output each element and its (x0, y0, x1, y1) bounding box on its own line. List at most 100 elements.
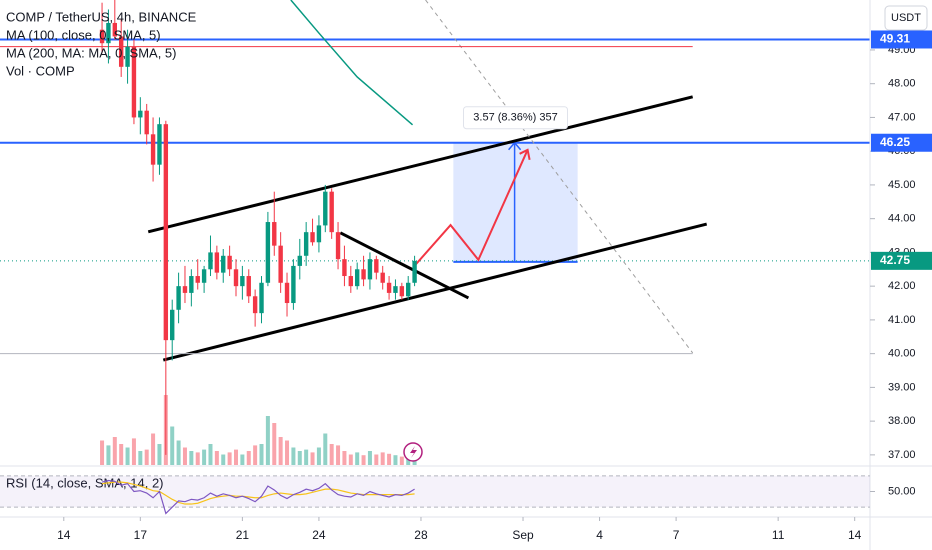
x-tick-label: 28 (414, 528, 428, 542)
price-tag-label: 49.31 (880, 32, 910, 46)
candle-body (214, 252, 220, 273)
volume-bar (157, 444, 162, 465)
candle-body (138, 110, 143, 118)
indicator-label: MA (200, MA: MA, 0, SMA, 5) (6, 45, 177, 60)
candle-body (227, 255, 232, 270)
candle-body (406, 282, 411, 297)
volume-bar (278, 437, 283, 465)
candle-body (329, 191, 334, 233)
volume-bar (387, 453, 392, 465)
y-tick-label: 47.00 (888, 111, 916, 123)
candle-body (361, 269, 366, 280)
candle-body (189, 276, 194, 293)
volume-bar (151, 433, 156, 465)
volume-bar (208, 444, 213, 465)
currency[interactable]: USDT (891, 12, 921, 24)
candle-body (157, 124, 162, 165)
x-tick-label: 7 (673, 528, 680, 542)
candle-body (310, 232, 315, 243)
measure-label-box (462, 106, 568, 130)
indicator-label: Vol · COMP (6, 63, 75, 78)
volume-bar (342, 451, 347, 465)
y-tick-label: 41.00 (888, 314, 916, 326)
x-tick-label: 24 (312, 528, 326, 542)
volume-bar (285, 440, 290, 465)
x-tick-label: 11 (772, 528, 785, 542)
volume-bar (221, 454, 226, 465)
price-tag-label: 42.75 (880, 253, 910, 267)
volume-bar (297, 451, 302, 465)
candle-body (112, 22, 118, 37)
volume-bar (380, 452, 385, 465)
candle-body (380, 272, 385, 283)
volume-bar (246, 451, 251, 465)
rsi-title: RSI (14, close, SMA, 14, 2) (6, 475, 164, 490)
volume-bar (176, 440, 181, 465)
volume-bar (144, 449, 149, 465)
y-tick-label: 48.00 (888, 78, 916, 90)
x-tick-label: 14 (848, 528, 862, 542)
currency-button[interactable] (884, 5, 928, 31)
ma-line (290, 0, 414, 126)
volume-bar (310, 452, 315, 465)
volume-bar (336, 445, 341, 465)
volume-bar (189, 451, 194, 465)
price-tag-label: 46.25 (880, 135, 910, 149)
rsi-band (0, 475, 870, 508)
volume-bar (125, 447, 130, 465)
rsi-ma-line (101, 481, 415, 505)
candle-body (367, 259, 373, 280)
volume-bar (100, 440, 105, 465)
y-tick-label: 45.00 (888, 179, 916, 191)
candle-body (246, 276, 251, 297)
candle-body (393, 286, 398, 293)
volume-bar (291, 447, 296, 465)
y-tick-label: 40.00 (888, 348, 916, 360)
candle-body (297, 255, 302, 266)
volume-bar (399, 456, 404, 465)
candle-body (259, 282, 264, 314)
volume-bar (138, 451, 143, 465)
volume-bar (316, 447, 321, 465)
volume-bar (227, 452, 232, 465)
volume-bar (329, 444, 334, 465)
candle-body (335, 232, 341, 260)
volume-bar (272, 423, 277, 465)
volume-bar (202, 449, 207, 465)
candle-body (399, 286, 405, 297)
candle-body (144, 110, 149, 135)
candle-body (99, 29, 105, 44)
candle-body (265, 222, 271, 283)
candle-body (342, 259, 347, 277)
rsi-line (101, 479, 415, 515)
trend-dashed (425, 0, 694, 354)
candle-body (278, 245, 283, 283)
x-tick-label: 14 (57, 528, 71, 542)
volume-bar (355, 452, 360, 465)
volume-bar (253, 445, 258, 465)
volume-bar (214, 451, 219, 465)
candle-body (221, 255, 226, 273)
candle-body (284, 282, 290, 304)
price-tag (871, 251, 932, 270)
volume-bar (106, 445, 111, 465)
volume-bar (195, 452, 200, 465)
candle-body (303, 232, 309, 256)
candle-body (354, 269, 360, 287)
candle-body (201, 269, 207, 283)
candle-body (118, 36, 124, 67)
candle-body (106, 22, 111, 44)
y-tick-label: 44.00 (888, 213, 916, 225)
measure-label: 3.57 (8.36%) 357 (473, 112, 557, 124)
candle-body (386, 282, 392, 293)
candle-body (163, 124, 169, 341)
y-tick-label: 37.00 (888, 449, 916, 461)
candle-body (170, 309, 175, 341)
x-tick-label: Sep (512, 528, 534, 542)
y-tick-label: 39.00 (888, 381, 916, 393)
volume-bar (240, 454, 245, 465)
volume-bar (374, 454, 379, 465)
candle-body (150, 134, 156, 165)
